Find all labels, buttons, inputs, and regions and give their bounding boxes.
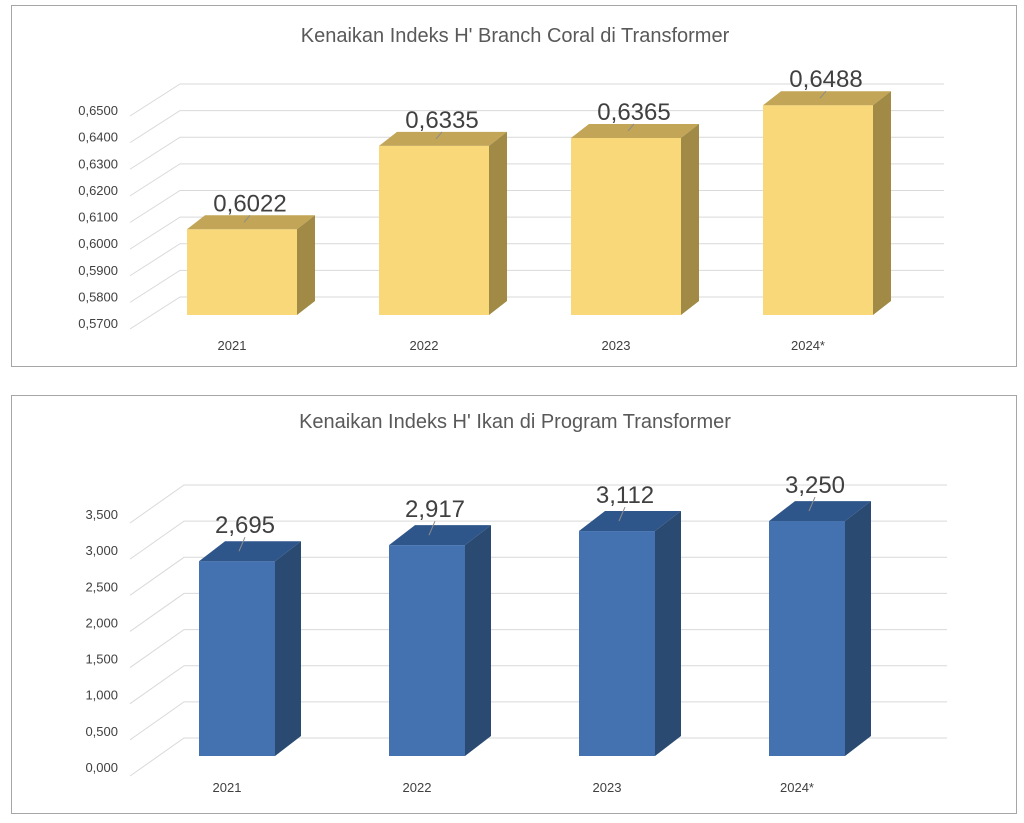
y-tick-label: 0,6300 [78,156,118,171]
y-tick-label: 0,5900 [78,263,118,278]
bar-side [681,123,699,315]
data-label: 0,6365 [597,99,670,126]
category-label: 2023 [593,780,622,795]
gridline [129,520,947,560]
bar [763,91,891,315]
bar-top [379,131,507,146]
bar-front [571,137,681,315]
leader-line [243,214,251,223]
bar-front [389,545,465,756]
category-label: 2024* [780,780,814,795]
bar [389,525,491,756]
y-tick-label: 0,5800 [78,289,118,304]
gridline [129,592,947,632]
data-label: 2,695 [215,512,275,539]
chart-coral: Kenaikan Indeks H' Branch Coral di Trans… [78,25,944,353]
bar [187,215,315,315]
bar [571,123,699,315]
bar-side [873,91,891,315]
category-label: 2024* [791,338,825,353]
leader-line [428,520,436,536]
leader-line [618,506,626,522]
leader-line [819,90,827,99]
bar [769,501,871,756]
gridline [129,629,947,668]
leader-line [238,536,246,552]
chart-panel-fish: Kenaikan Indeks H' Ikan di Program Trans… [11,395,1017,814]
data-label: 0,6335 [405,107,478,134]
leader-line [627,123,635,132]
y-tick-label: 0,500 [85,724,118,739]
y-tick-label: 0,6500 [78,103,118,118]
y-tick-label: 0,6100 [78,210,118,225]
bar-front [579,531,655,756]
bar-top [199,541,301,562]
bar-front [763,105,873,315]
leader-line [435,131,443,140]
bar-front [379,145,489,315]
y-tick-label: 0,6000 [78,236,118,251]
category-label: 2021 [218,338,247,353]
bar [579,511,681,756]
bar-top [571,123,699,138]
bar-top [769,501,871,522]
bar-front [769,521,845,756]
y-tick-label: 0,5700 [78,316,118,331]
data-label: 3,250 [785,472,845,499]
y-tick-label: 0,000 [85,760,118,775]
data-label: 2,917 [405,496,465,523]
bar-top [763,91,891,106]
bar-side [465,525,491,756]
y-tick-label: 2,000 [85,615,118,630]
bar-top [187,215,315,230]
y-tick-label: 0,6200 [78,183,118,198]
y-tick-label: 3,500 [85,507,118,522]
data-label: 0,6022 [213,190,286,217]
bar-side [655,511,681,756]
bar-top [579,511,681,532]
gridline [129,484,947,524]
bar-side [275,541,301,756]
chart-panel-coral: Kenaikan Indeks H' Branch Coral di Trans… [11,5,1017,367]
y-tick-label: 3,000 [85,543,118,558]
category-label: 2023 [602,338,631,353]
data-label: 3,112 [596,482,654,509]
bar-front [199,561,275,756]
gridline [129,83,944,117]
chart-title: Kenaikan Indeks H' Branch Coral di Trans… [301,25,730,47]
chart-fish: Kenaikan Indeks H' Ikan di Program Trans… [85,411,947,795]
gridline [129,701,947,741]
gridline [129,737,947,777]
gridline [129,665,947,705]
y-tick-label: 2,500 [85,579,118,594]
bar-top [389,525,491,546]
y-tick-label: 1,000 [85,688,118,703]
gridline [129,110,944,144]
leader-line [808,496,816,512]
chart-title: Kenaikan Indeks H' Ikan di Program Trans… [299,411,731,433]
category-label: 2022 [410,338,439,353]
bar-side [845,501,871,756]
data-label: 0,6488 [789,66,862,93]
category-label: 2022 [403,780,432,795]
bar-front [187,229,297,315]
bar [199,541,301,756]
y-tick-label: 0,6400 [78,130,118,145]
category-label: 2021 [213,780,242,795]
bar-side [297,215,315,315]
y-tick-label: 1,500 [85,652,118,667]
bar-side [489,131,507,315]
bar [379,131,507,315]
gridline [129,556,947,596]
